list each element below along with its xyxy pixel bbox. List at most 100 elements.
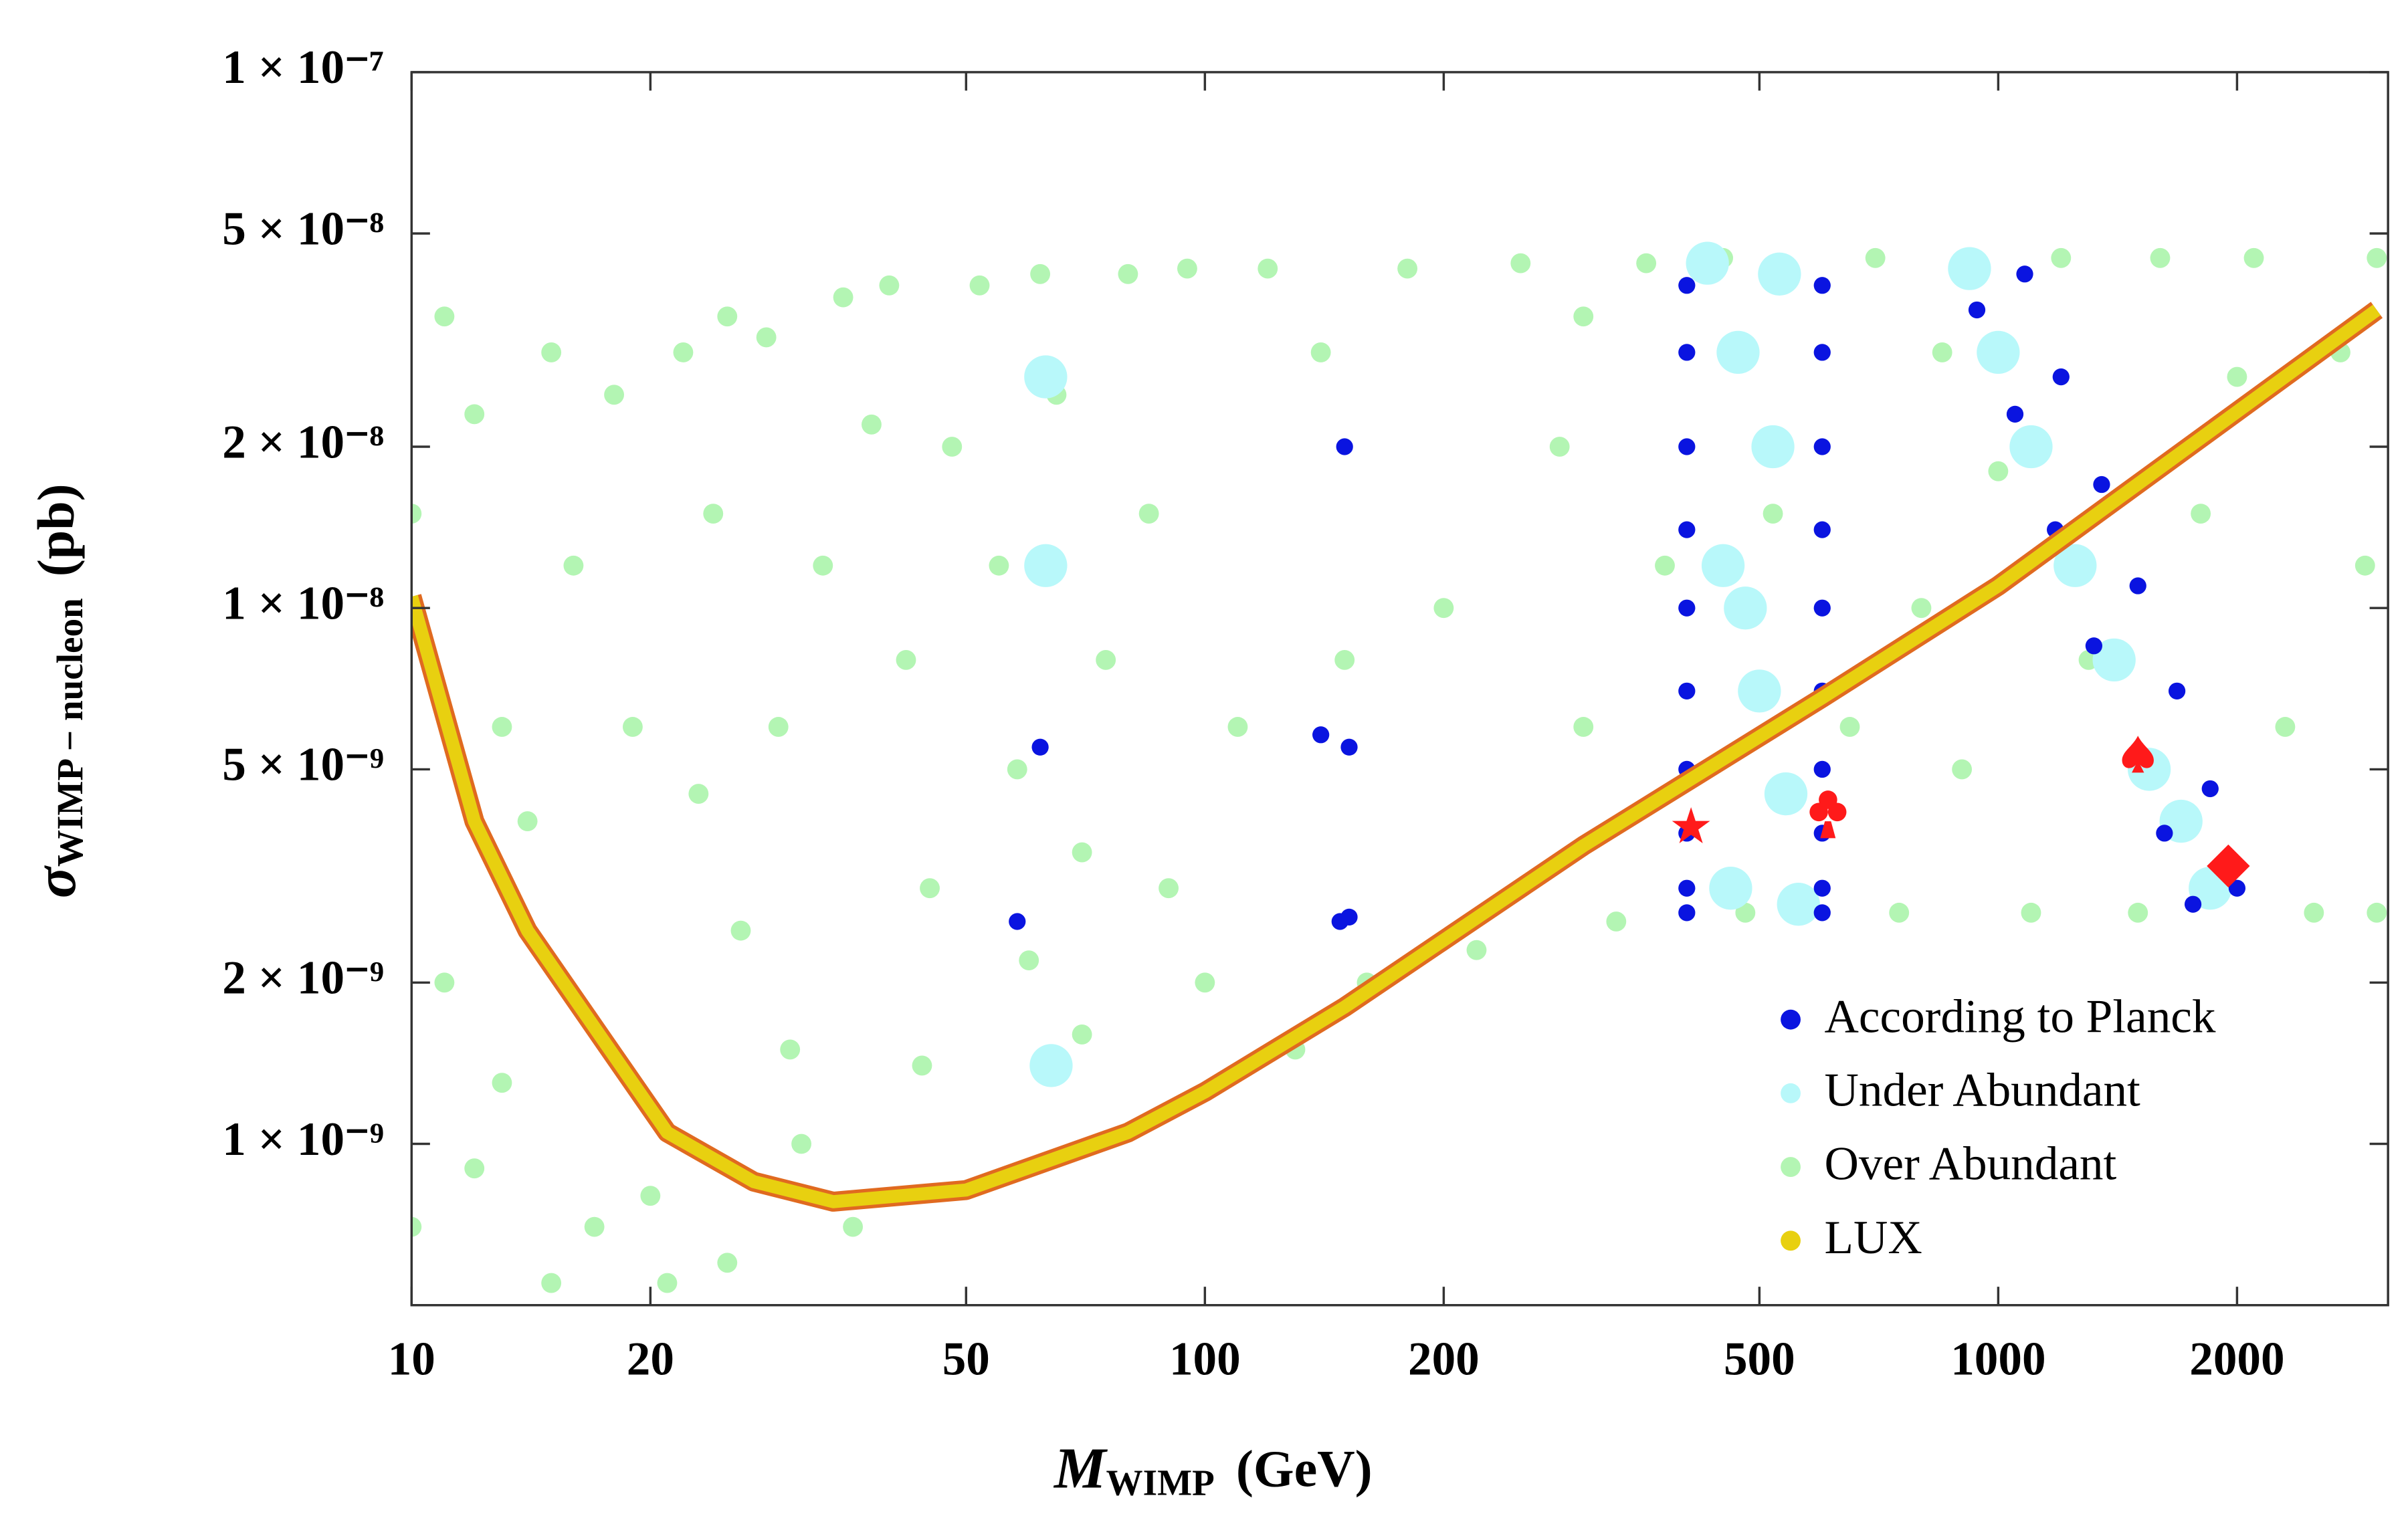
point bbox=[813, 555, 833, 576]
point bbox=[1195, 972, 1215, 993]
point bbox=[1007, 759, 1027, 780]
point bbox=[2168, 682, 2186, 699]
point bbox=[1777, 883, 1820, 926]
point bbox=[1764, 772, 1808, 816]
point bbox=[833, 287, 854, 308]
point bbox=[1310, 342, 1331, 362]
point bbox=[1397, 258, 1418, 279]
y-tick-label: 1 × 10⁻⁸ bbox=[222, 578, 384, 630]
point bbox=[768, 717, 789, 737]
point bbox=[1030, 263, 1051, 284]
point bbox=[1988, 461, 2009, 481]
point bbox=[1340, 908, 1358, 926]
point bbox=[411, 1216, 422, 1237]
benchmark-diamond bbox=[2207, 844, 2250, 888]
point bbox=[1549, 437, 1570, 457]
point bbox=[1932, 342, 1952, 362]
point bbox=[1813, 277, 1831, 294]
point bbox=[879, 275, 900, 296]
point bbox=[517, 811, 538, 832]
point bbox=[2227, 366, 2247, 387]
point bbox=[843, 1216, 864, 1237]
point bbox=[563, 555, 584, 576]
point bbox=[2367, 902, 2387, 923]
point bbox=[1227, 717, 1248, 737]
x-tick-label: 1000 bbox=[1950, 1333, 2045, 1385]
legend-label: According to Planck bbox=[1825, 990, 2216, 1043]
point bbox=[1813, 599, 1831, 617]
point bbox=[1738, 669, 1781, 713]
point bbox=[1118, 263, 1138, 284]
point bbox=[2085, 637, 2103, 655]
point bbox=[492, 717, 512, 737]
point bbox=[1096, 649, 1116, 670]
point bbox=[1716, 330, 1760, 374]
point bbox=[2051, 247, 2072, 268]
point bbox=[2128, 902, 2148, 923]
y-symbol: σ bbox=[23, 865, 88, 898]
point bbox=[989, 555, 1009, 576]
plot-area bbox=[411, 241, 2387, 1293]
plot-frame bbox=[410, 71, 2389, 1307]
point bbox=[2052, 368, 2070, 386]
point bbox=[1813, 879, 1831, 897]
point bbox=[1678, 879, 1696, 897]
point bbox=[2092, 638, 2136, 682]
point bbox=[2009, 425, 2053, 469]
point bbox=[1678, 438, 1696, 455]
point bbox=[411, 504, 422, 524]
legend-marker bbox=[1781, 1083, 1801, 1103]
point bbox=[1701, 544, 1745, 587]
point bbox=[2053, 544, 2097, 587]
point bbox=[1336, 438, 1353, 455]
point bbox=[1031, 738, 1049, 756]
point bbox=[1865, 247, 1886, 268]
point bbox=[1678, 682, 1696, 699]
benchmark-spade bbox=[2122, 736, 2154, 773]
point bbox=[717, 1253, 738, 1273]
point bbox=[2201, 780, 2219, 798]
point bbox=[2016, 265, 2033, 283]
benchmark-club bbox=[1809, 790, 1847, 839]
legend-marker bbox=[1781, 1009, 1801, 1030]
point bbox=[1024, 355, 1068, 399]
point bbox=[2129, 577, 2146, 594]
x-tick-label: 200 bbox=[1408, 1333, 1480, 1385]
point bbox=[2093, 475, 2110, 494]
y-unit: (pb) bbox=[27, 483, 85, 576]
y-tick-label: 1 × 10⁻⁷ bbox=[222, 41, 384, 94]
point bbox=[1813, 344, 1831, 361]
point bbox=[584, 1216, 605, 1237]
point bbox=[2184, 895, 2202, 913]
point bbox=[2021, 902, 2041, 923]
legend-marker bbox=[1781, 1157, 1801, 1177]
point bbox=[1724, 586, 1767, 630]
point bbox=[1029, 1044, 1073, 1087]
y-tick-label: 5 × 10⁻⁹ bbox=[222, 739, 384, 791]
point bbox=[780, 1039, 801, 1060]
point bbox=[1258, 258, 1278, 279]
point bbox=[1763, 504, 1783, 524]
point bbox=[541, 342, 562, 362]
point bbox=[1709, 867, 1752, 910]
point bbox=[1678, 521, 1696, 538]
point bbox=[1159, 878, 1179, 899]
x-tick-label: 100 bbox=[1169, 1333, 1241, 1385]
point bbox=[464, 404, 485, 425]
x-tick-label: 50 bbox=[942, 1333, 990, 1385]
point bbox=[1606, 911, 1627, 932]
point bbox=[1751, 425, 1795, 469]
point bbox=[2243, 247, 2264, 268]
point bbox=[2367, 247, 2387, 268]
benchmark-star bbox=[1672, 807, 1710, 844]
legend-label: Under Abundant bbox=[1825, 1064, 2141, 1116]
point bbox=[1177, 258, 1197, 279]
point bbox=[1655, 555, 1675, 576]
point bbox=[434, 306, 455, 327]
point bbox=[640, 1186, 661, 1206]
point bbox=[2354, 555, 2375, 576]
point bbox=[1889, 902, 1910, 923]
point bbox=[1138, 504, 1159, 524]
